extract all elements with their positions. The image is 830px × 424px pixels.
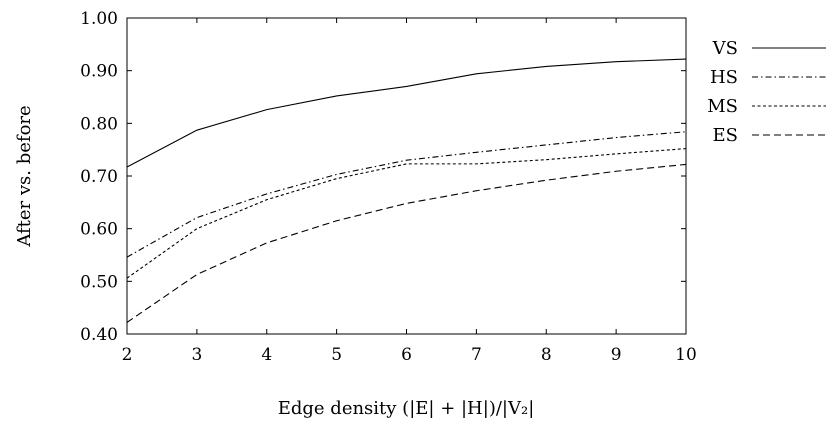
x-tick-label: 7 — [471, 345, 482, 365]
x-axis-title: Edge density (|E| + |H|)/|V₂| — [278, 398, 535, 419]
legend: VS HS MS ES — [707, 38, 826, 146]
y-tick-label: 0.70 — [80, 167, 118, 187]
x-tick-label: 6 — [401, 345, 412, 365]
x-tick-label: 3 — [191, 345, 202, 365]
series-lines — [126, 58, 687, 323]
x-tick-label: 10 — [675, 345, 697, 365]
legend-label-ms: MS — [707, 96, 738, 117]
y-axis-title: After vs. before — [14, 105, 35, 247]
y-tick-label: 0.80 — [80, 114, 118, 134]
y-tick-label: 0.90 — [80, 62, 118, 82]
y-tick-label: 0.40 — [80, 325, 118, 345]
series-line-es — [126, 163, 687, 323]
x-tick-label: 4 — [261, 345, 272, 365]
series-line-hs — [126, 131, 687, 258]
x-tick-label: 8 — [541, 345, 552, 365]
series-line-vs — [126, 58, 687, 168]
x-tick-label: 5 — [331, 345, 342, 365]
legend-label-hs: HS — [710, 67, 738, 88]
legend-label-es: ES — [713, 125, 738, 146]
plot-frame — [126, 17, 687, 335]
x-tick-label: 2 — [122, 345, 133, 365]
series-line-ms — [126, 148, 687, 279]
legend-label-vs: VS — [712, 38, 738, 59]
y-tick-label: 0.50 — [80, 272, 118, 292]
y-tick-label: 0.60 — [80, 220, 118, 240]
y-tick-label: 1.00 — [80, 9, 118, 29]
axes: 2 3 4 5 6 7 8 9 10 0.40 0.50 0.60 0.70 0.80 0.90 1.00 — [80, 9, 697, 365]
x-tick-label: 9 — [611, 345, 622, 365]
